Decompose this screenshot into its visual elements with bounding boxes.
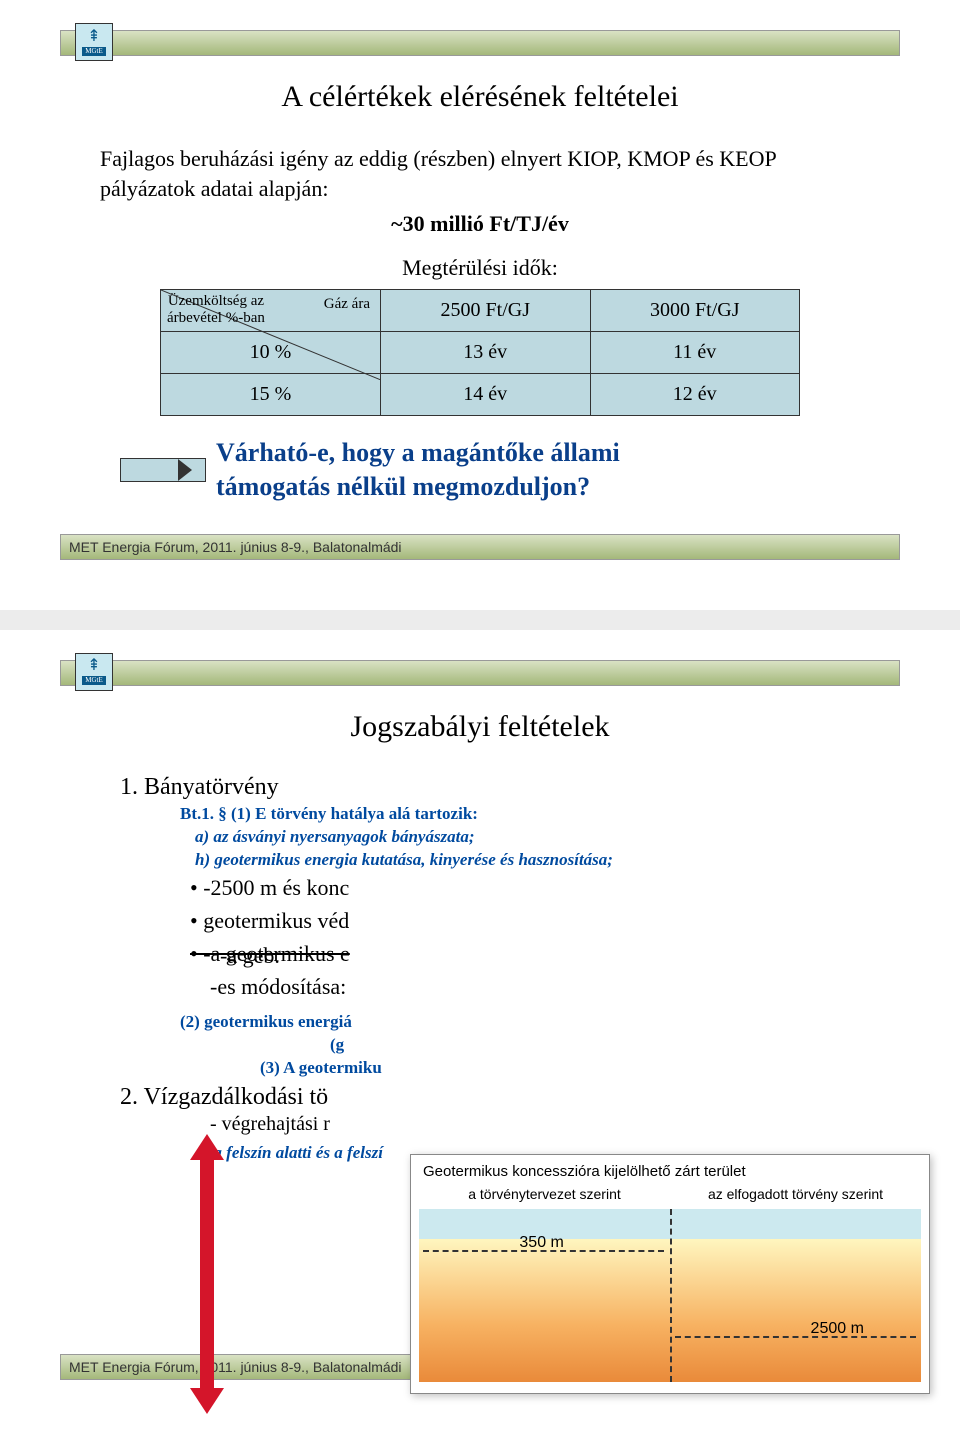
law-ref-2g: (g — [330, 1034, 900, 1057]
header-bar: ⇞ MGtE — [60, 30, 900, 56]
item-2-sub: - végrehajtási r — [210, 1113, 900, 1136]
diag-label-gasprice: Gáz ára — [324, 296, 370, 313]
arrow-indicator — [120, 458, 206, 482]
arrow-indicator-tip — [178, 459, 192, 481]
cell-r2c2: 12 év — [590, 374, 800, 416]
col-header-2: 3000 Ft/GJ — [590, 290, 800, 332]
bullet-4: -es módosítása: — [210, 970, 900, 1003]
bullet-3: • -a geotermikus e -a geb. — [190, 937, 900, 970]
slide-2: ⇞ MGtE Jogszabályi feltételek 1. Bányatö… — [0, 630, 960, 1430]
red-double-arrow-icon — [190, 1134, 224, 1414]
concession-chart: Geotermikus koncesszióra kijelölhető zár… — [410, 1154, 930, 1394]
chart-depth-1: 350 m — [519, 1234, 563, 1252]
cell-r1c1: 13 év — [381, 332, 591, 374]
law-ref-2: (2) geotermikus energiá — [180, 1011, 900, 1034]
law-ref-1: Bt.1. § (1) E törvény hatálya alá tartoz… — [180, 803, 900, 826]
chart-center-line — [670, 1209, 672, 1382]
logo-text: MGtE — [82, 47, 106, 56]
item-2: 2. Vízgazdálkodási tö — [120, 1084, 900, 1111]
cell-r1c2: 11 év — [590, 332, 800, 374]
logo: ⇞ MGtE — [75, 23, 113, 61]
item-1: 1. Bányatörvény — [120, 774, 900, 801]
key-question: Várható-e, hogy a magántőke állami támog… — [216, 436, 620, 504]
col-header-1: 2500 Ft/GJ — [381, 290, 591, 332]
chart-label-right: az elfogadott törvény szerint — [670, 1186, 921, 1202]
logo: ⇞ MGtE — [75, 653, 113, 691]
logo-icon: ⇞ — [87, 29, 100, 45]
chart-body: a törvénytervezet szerint az elfogadott … — [419, 1186, 921, 1382]
footer-bar: MET Energia Fórum, 2011. június 8-9., Ba… — [60, 534, 900, 560]
header-bar: ⇞ MGtE — [60, 660, 900, 686]
chart-title: Geotermikus koncesszióra kijelölhető zár… — [423, 1163, 917, 1180]
figure-value: ~30 millió Ft/TJ/év — [100, 209, 860, 239]
intro-text: Fajlagos beruházási igény az eddig (rész… — [100, 144, 860, 203]
law-ref-1h: h) geotermikus energia kutatása, kinyeré… — [195, 849, 900, 872]
bullet-1: • -2500 m és konc — [190, 871, 900, 904]
slide-title: Jogszabályi feltételek — [60, 710, 900, 744]
slide-1: ⇞ MGtE A célértékek elérésének feltétele… — [0, 0, 960, 610]
payback-heading: Megtérülési idők: — [60, 255, 900, 281]
chart-label-left: a törvénytervezet szerint — [419, 1186, 670, 1202]
logo-icon: ⇞ — [87, 658, 100, 674]
slide-divider — [0, 610, 960, 630]
cell-r2c1: 14 év — [381, 374, 591, 416]
question-row: Várható-e, hogy a magántőke állami támog… — [120, 436, 900, 504]
slide-title: A célértékek elérésének feltételei — [60, 80, 900, 114]
chart-depth-line-2 — [675, 1336, 916, 1338]
law-ref-1a: a) az ásványi nyersanyagok bányászata; — [195, 826, 900, 849]
logo-text: MGtE — [82, 676, 106, 685]
law-ref-3: (3) A geotermiku — [260, 1057, 900, 1080]
diag-header-cell: Gáz ára Üzemköltség az árbevétel %-ban — [161, 290, 381, 332]
bullet-2: • geotermikus véd — [190, 904, 900, 937]
payback-table: Gáz ára Üzemköltség az árbevétel %-ban 2… — [160, 289, 800, 416]
diag-label-cost: Üzemköltség az árbevétel %-ban — [167, 293, 265, 328]
chart-depth-2: 2500 m — [811, 1320, 864, 1338]
